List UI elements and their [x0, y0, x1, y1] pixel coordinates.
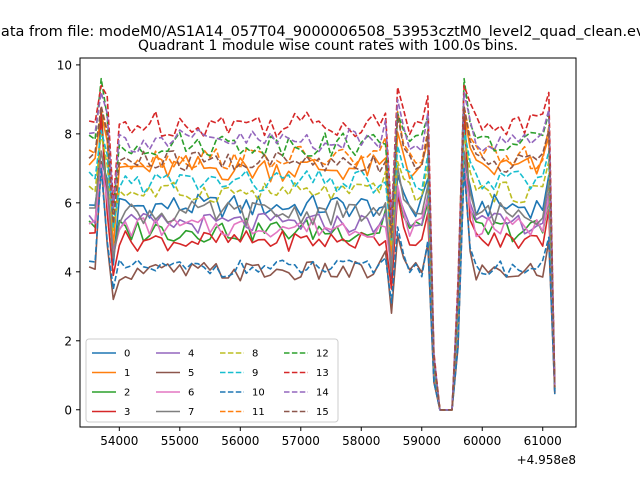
series-line-14 [88, 91, 556, 411]
y-tick-label-0: 0 [64, 403, 72, 417]
series-line-2 [88, 108, 556, 411]
legend-label-13: 13 [316, 368, 329, 379]
legend-label-4: 4 [188, 349, 194, 360]
x-tick-label-60000: 60000 [463, 434, 501, 448]
y-tick-label-6: 6 [64, 196, 72, 210]
plot-area: 54000 55000 56000 57000 58000 59000 60000 61000… [57, 57, 577, 467]
legend-label-5: 5 [188, 368, 194, 379]
legend-label-6: 6 [188, 388, 194, 399]
series-line-15 [88, 105, 556, 411]
legend-label-3: 3 [124, 407, 130, 418]
legend-label-15: 15 [316, 407, 329, 418]
legend-box [85, 338, 339, 423]
x-tick-label-54000: 54000 [100, 434, 138, 448]
y-tick-label-4: 4 [64, 265, 72, 279]
series-line-8 [88, 133, 556, 411]
legend-label-14: 14 [316, 388, 329, 399]
legend-label-7: 7 [188, 407, 194, 418]
y-tick-label-8: 8 [64, 127, 72, 141]
legend-label-10: 10 [252, 388, 265, 399]
series-line-3 [89, 112, 556, 411]
x-tick-label-56000: 56000 [221, 434, 259, 448]
legend-label-0: 0 [124, 349, 130, 360]
x-tick-label-59000: 59000 [403, 434, 441, 448]
x-tick-label-57000: 57000 [282, 434, 320, 448]
legend-label-12: 12 [316, 349, 329, 360]
legend-label-2: 2 [124, 388, 130, 399]
legend-label-9: 9 [252, 368, 258, 379]
x-tick-label-55000: 55000 [161, 434, 199, 448]
series-line-10 [88, 167, 556, 411]
x-tick-label-58000: 58000 [342, 434, 380, 448]
y-tick-label-2: 2 [64, 334, 72, 348]
x-tick-label-61000: 61000 [524, 434, 562, 448]
legend-label-8: 8 [252, 349, 258, 360]
legend-label-1: 1 [124, 368, 130, 379]
figure-suptitle: Data from file: modeM0/AS1A14_057T04_900… [0, 24, 640, 40]
chart-title: Quadrant 1 module wise count rates with … [138, 38, 518, 54]
series-line-0 [89, 160, 556, 411]
series-line-1 [88, 112, 556, 411]
x-offset-label: +4.958e8 [517, 453, 576, 467]
legend-label-11: 11 [252, 407, 265, 418]
series-line-9 [88, 129, 556, 411]
series-line-5 [88, 160, 556, 411]
series-line-6 [88, 164, 556, 411]
axes-frame [79, 57, 577, 428]
series-line-12 [88, 77, 556, 411]
series-line-7 [89, 150, 556, 411]
y-tick-label-10: 10 [57, 58, 72, 72]
